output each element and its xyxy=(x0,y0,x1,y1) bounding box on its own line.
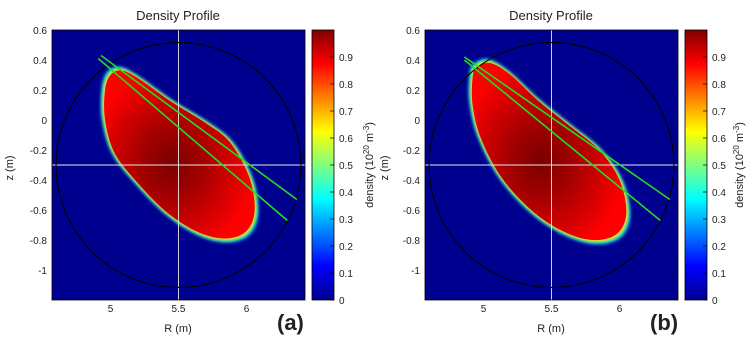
y-tick-label: -0.2 xyxy=(30,146,48,157)
y-tick-label: -0.6 xyxy=(403,206,421,217)
colorbar-tick-label: 0.8 xyxy=(339,80,353,91)
y-axis-label: z (m) xyxy=(379,155,391,180)
y-axis-label: z (m) xyxy=(4,155,16,180)
y-tick-label: -1 xyxy=(38,266,47,277)
x-tick-label: 5 xyxy=(481,304,487,315)
plot-frame xyxy=(51,29,306,301)
colorbar-tick-label: 0.3 xyxy=(339,215,353,226)
colorbar-tick-label: 0.8 xyxy=(712,80,726,91)
colorbar-tick-label: 0.7 xyxy=(339,107,353,118)
plasma-region xyxy=(468,58,631,245)
colorbar-tick-label: 0.3 xyxy=(712,215,726,226)
y-tick-label: -0.2 xyxy=(403,146,421,157)
plasma-core xyxy=(104,70,255,239)
y-tick-label: 0 xyxy=(414,116,420,127)
sightline-2 xyxy=(463,59,661,222)
plot-frame xyxy=(424,29,679,301)
x-tick-labels: 5 5.5 6 xyxy=(481,304,623,315)
colorbar-tick-label: 0.4 xyxy=(712,188,726,199)
y-tick-label: -1 xyxy=(411,266,420,277)
plasma-region xyxy=(100,66,259,243)
x-tick-label: 5 xyxy=(108,304,114,315)
colorbar-tick-label: 0.5 xyxy=(339,161,353,172)
colorbar-tick-label: 0.5 xyxy=(712,161,726,172)
panel-a: Density Profile 0.6 0.4 0.2 0 -0.2 -0.4 -0.6 -0… xyxy=(4,8,376,335)
panel-label-a: (a) xyxy=(277,310,304,335)
colorbar-tick-labels: 0 0.1 0.2 0.3 0.4 0.5 0.6 0.7 0.8 0.9 xyxy=(330,53,353,307)
vessel-circle xyxy=(428,42,675,288)
panel-b: Density Profile 0.6 0.4 0.2 0 -0.2 -0.4 -0.6 -0… xyxy=(379,8,746,335)
y-tick-label: -0.8 xyxy=(403,236,421,247)
colorbar-tick-label: 0.1 xyxy=(712,269,726,280)
colorbar-tick-label: 0.1 xyxy=(339,269,353,280)
y-tick-label: 0.2 xyxy=(33,86,47,97)
y-tick-label: 0.4 xyxy=(33,56,47,67)
x-tick-label: 5.5 xyxy=(172,304,186,315)
y-tick-label: 0.6 xyxy=(33,26,47,37)
y-tick-label: -0.4 xyxy=(403,176,421,187)
x-tick-label: 6 xyxy=(244,304,250,315)
colorbar-tick-label: 0.9 xyxy=(339,53,353,64)
y-tick-labels: 0.6 0.4 0.2 0 -0.2 -0.4 -0.6 -0.8 -1 xyxy=(403,26,421,277)
y-tick-label: 0.6 xyxy=(406,26,420,37)
colorbar-tick-label: 0.2 xyxy=(339,242,353,253)
vessel-circle xyxy=(55,42,302,288)
y-tick-label: -0.4 xyxy=(30,176,48,187)
y-tick-label: 0.2 xyxy=(406,86,420,97)
x-tick-label: 5.5 xyxy=(545,304,559,315)
colorbar-tick-label: 0.6 xyxy=(339,134,353,145)
colorbar-tick-label: 0.9 xyxy=(712,53,726,64)
chart-title: Density Profile xyxy=(136,8,220,23)
colorbar-tick-label: 0.4 xyxy=(339,188,353,199)
colorbar-label: density (1020 m-3) xyxy=(362,122,376,208)
sightline-2 xyxy=(97,57,288,222)
colorbar-label: density (1020 m-3) xyxy=(732,122,746,208)
plasma-core xyxy=(471,62,627,241)
sightline-1 xyxy=(100,54,298,201)
y-tick-label: 0 xyxy=(41,116,47,127)
x-tick-labels: 5 5.5 6 xyxy=(108,304,250,315)
y-tick-label: 0.4 xyxy=(406,56,420,67)
y-tick-label: -0.8 xyxy=(30,236,48,247)
x-axis-label: R (m) xyxy=(537,323,565,335)
chart-title: Density Profile xyxy=(509,8,593,23)
sightline-1 xyxy=(463,56,671,201)
colorbar-tick-label: 0 xyxy=(339,296,345,307)
x-tick-label: 6 xyxy=(617,304,623,315)
colorbar-tick-label: 0.6 xyxy=(712,134,726,145)
y-tick-labels: 0.6 0.4 0.2 0 -0.2 -0.4 -0.6 -0.8 -1 xyxy=(30,26,48,277)
panel-label-b: (b) xyxy=(650,310,678,335)
colorbar-tick-labels: 0 0.1 0.2 0.3 0.4 0.5 0.6 0.7 0.8 0.9 xyxy=(703,53,726,307)
colorbar-tick-label: 0.2 xyxy=(712,242,726,253)
x-axis-label: R (m) xyxy=(164,323,192,335)
colorbar-tick-label: 0 xyxy=(712,296,718,307)
y-tick-label: -0.6 xyxy=(30,206,48,217)
colorbar-tick-label: 0.7 xyxy=(712,107,726,118)
